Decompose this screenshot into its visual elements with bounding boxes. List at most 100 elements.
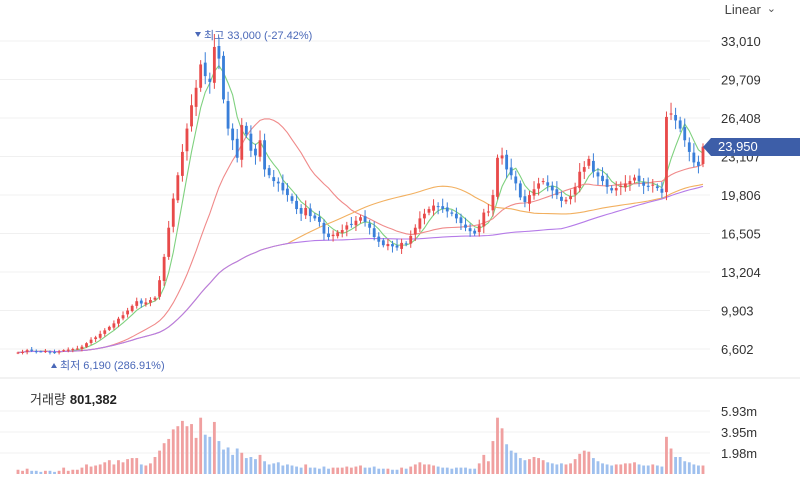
- candle-body: [98, 333, 102, 338]
- candle-body: [48, 351, 52, 353]
- volume-bar: [651, 464, 655, 474]
- candle-body: [655, 186, 659, 189]
- volume-bar: [377, 468, 381, 474]
- candle-body: [591, 160, 595, 172]
- volume-bar: [117, 460, 120, 474]
- volume-bar: [317, 468, 321, 474]
- volume-bar: [30, 470, 34, 474]
- volume-bar: [240, 452, 244, 474]
- chevron-down-icon: ⌄: [766, 3, 776, 15]
- candle-body: [345, 225, 349, 230]
- candle-body: [546, 182, 550, 186]
- volume-bar: [532, 457, 536, 474]
- volume-bar: [153, 457, 157, 474]
- candle-body: [167, 227, 171, 257]
- volume-bar: [642, 465, 646, 474]
- ma5-line: [17, 64, 704, 354]
- volume-bar: [697, 465, 700, 474]
- candle-body: [486, 211, 490, 213]
- volume-bar: [459, 467, 463, 474]
- candle-body: [550, 185, 554, 191]
- volume-bar: [614, 464, 618, 474]
- candle-body: [226, 101, 230, 129]
- ma120-line: [17, 185, 704, 354]
- candle-body: [349, 223, 353, 225]
- candle-body: [391, 244, 394, 247]
- candle-body: [295, 200, 298, 210]
- candle-body: [317, 216, 321, 222]
- candle-body: [500, 155, 504, 159]
- volume-bar: [413, 464, 417, 474]
- candle-body: [628, 181, 632, 185]
- candle-body: [153, 297, 157, 300]
- volume-bar: [80, 467, 84, 474]
- volume-bar: [628, 463, 632, 474]
- candle-body: [633, 177, 636, 181]
- volume-bar: [477, 463, 481, 474]
- volume-bar: [149, 463, 152, 474]
- volume-bar: [454, 467, 458, 474]
- volume-bar: [555, 464, 559, 474]
- volume-bar: [560, 463, 563, 474]
- volume-bar: [468, 468, 472, 474]
- volume-bar: [231, 454, 235, 474]
- candle-body: [199, 64, 203, 88]
- candle-body: [464, 224, 467, 228]
- volume-bar: [180, 420, 184, 474]
- volume-tick-label: 1.98m: [721, 446, 757, 461]
- candle-body: [555, 189, 559, 196]
- candle-body: [331, 234, 335, 237]
- volume-bar: [500, 428, 504, 474]
- volume-bar: [62, 467, 66, 474]
- volume-bar: [564, 464, 568, 474]
- candle-body: [203, 62, 207, 77]
- volume-bar: [162, 443, 166, 474]
- candle-body: [651, 184, 655, 186]
- volume-header: 거래량 801,382: [30, 389, 117, 408]
- candle-body: [149, 300, 152, 303]
- volume-bar: [190, 424, 193, 474]
- price-tick-label: 16,505: [721, 227, 761, 242]
- volume-bar: [473, 468, 477, 474]
- volume-bar: [363, 467, 367, 474]
- volume-bar: [25, 468, 29, 474]
- candle-body: [235, 138, 239, 158]
- price-tick-label: 19,806: [721, 188, 761, 203]
- volume-bar: [587, 451, 591, 474]
- volume-bar: [404, 468, 408, 474]
- candle-body: [423, 213, 426, 219]
- candle-body: [130, 305, 134, 312]
- volume-bar: [596, 461, 600, 474]
- volume-bar: [71, 469, 75, 474]
- volume-bar: [674, 457, 678, 474]
- volume-bar: [573, 459, 577, 474]
- candle-body: [336, 232, 340, 237]
- candle-body: [281, 182, 285, 191]
- candle-body: [578, 171, 582, 189]
- candle-body: [16, 352, 20, 354]
- candle-body: [354, 220, 358, 226]
- volume-bar: [541, 460, 545, 474]
- candle-body: [582, 167, 586, 172]
- candle-body: [322, 222, 326, 234]
- volume-bar: [601, 463, 604, 474]
- candle-body: [135, 301, 139, 306]
- candle-body: [71, 349, 75, 351]
- scale-selector[interactable]: Linear ⌄: [725, 2, 776, 17]
- volume-bar: [436, 466, 440, 474]
- volume-bar: [176, 426, 180, 474]
- current-price-badge-shape: [703, 138, 800, 156]
- volume-bar: [395, 469, 399, 474]
- volume-bar: [212, 421, 216, 474]
- volume-bar: [304, 464, 308, 474]
- volume-bar: [286, 464, 289, 474]
- candle-body: [194, 87, 198, 107]
- candle-body: [158, 280, 161, 297]
- volume-bar: [39, 471, 43, 474]
- candle-body: [514, 176, 518, 184]
- candle-body: [171, 198, 175, 227]
- candle-body: [176, 175, 180, 201]
- volume-bar: [418, 462, 422, 474]
- volume-bar: [254, 459, 257, 474]
- price-tick-label: 6,602: [721, 342, 754, 357]
